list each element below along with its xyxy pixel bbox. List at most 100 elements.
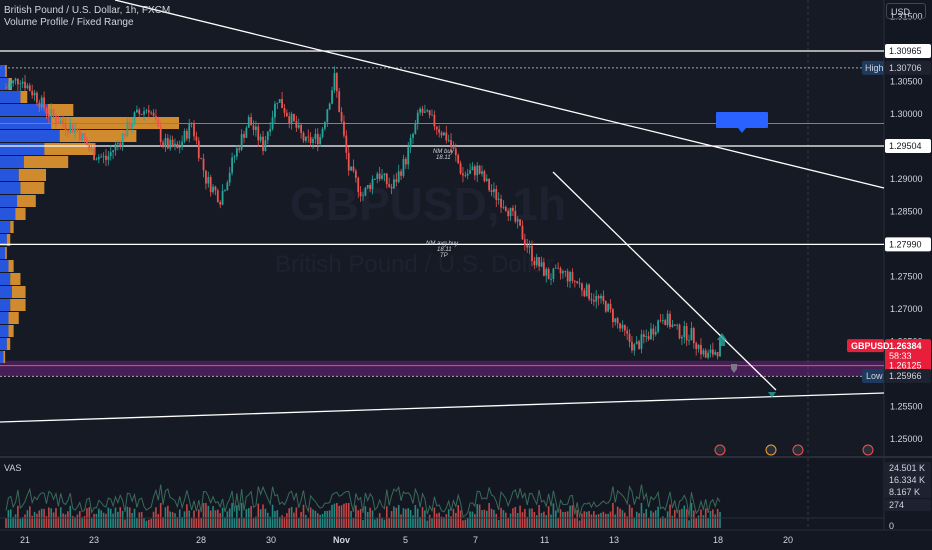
volume-bar [666,511,669,528]
watermark-symbol: GBPUSD, 1h [290,178,566,230]
time-tick-label: 11 [540,535,549,545]
volume-bar [488,503,490,528]
volume-bar [538,505,540,528]
candle-body [628,333,631,342]
volume-profile-down-bar [23,156,69,168]
volume-bar [474,514,476,528]
candle-body [250,117,253,126]
candle-body [695,343,698,350]
candle-body [633,344,636,351]
candle-body [542,262,545,276]
candle-body [152,112,155,116]
candle-body [397,171,400,182]
candle-body [423,111,426,113]
volume-profile-down-bar [8,260,14,272]
countdown-label: 58:33 [889,351,912,361]
volume-bar [569,505,571,528]
candle-body [150,112,153,114]
volume-bar [255,516,257,528]
candle-body [538,257,541,267]
volume-bar [171,512,174,528]
volume-pane-title[interactable]: VAS [4,463,22,473]
volume-bar [245,509,248,528]
volume-bar [357,510,360,528]
volume-bar [612,502,614,528]
candle-body [140,113,143,115]
volume-bar [659,517,662,528]
candle-body [488,178,491,191]
volume-bar [502,510,505,528]
volume-bar [67,511,69,528]
candle-body [573,280,576,282]
candle-body [673,324,676,326]
candle-body [659,320,662,322]
volume-bar [145,520,148,528]
candle-body [335,73,338,92]
candle-body [290,113,293,124]
volume-bar [326,510,329,528]
candle-body [714,352,717,355]
volume-bar [673,509,676,528]
candle-body [642,334,645,337]
candle-body [371,179,374,190]
volume-bar [343,503,345,528]
candle-body [466,173,469,176]
volume-bar [521,512,524,528]
volume-bar [302,504,305,528]
candle-body [202,158,205,171]
candle-body [514,210,517,222]
symbol-tag: GBPUSD [851,341,890,351]
candle-body [183,130,186,142]
volume-bar [424,510,426,528]
volume-bar [102,512,105,528]
symbol-tag-bg [847,339,884,353]
volume-bar [33,511,36,528]
volume-bar [431,517,433,528]
volume-bar [340,505,343,528]
candle-body [59,120,62,124]
candle-body [507,210,510,217]
candle-body [169,139,172,149]
candle-body [324,122,326,129]
volume-profile-down-bar [10,273,21,285]
volume-bar [457,505,459,528]
candle-body [300,124,303,133]
candle-body [381,175,383,179]
candle-body [681,336,683,339]
volume-bar [445,514,448,528]
candle-body [88,145,91,150]
candle-body [595,296,598,302]
candle-body [274,103,276,118]
volume-profile-down-bar [10,221,14,233]
candle-body [271,117,274,129]
candle-body [409,137,412,148]
volume-bar [243,518,245,528]
volume-bar [662,516,664,528]
candle-body [647,336,650,340]
candle-body [345,135,348,153]
candle-body [557,267,560,269]
volume-profile-up-bar [0,286,12,298]
volume-bar [483,509,486,528]
volume-bar [202,502,205,528]
candle-body [645,336,648,337]
candle-body [83,133,86,140]
volume-bar [150,518,152,528]
indicator-title[interactable]: Volume Profile / Fixed Range [4,17,134,28]
volume-bar [719,511,721,528]
volume-bar [535,515,538,528]
volume-bar [271,504,274,528]
volume-axis-label: 8.167 K [889,487,920,497]
candle-body [652,328,655,335]
volume-bar [507,517,509,528]
candle-body [581,283,583,291]
candle-body [697,344,700,350]
volume-bar [581,513,583,528]
candle-body [671,324,674,328]
candle-body [550,278,552,280]
symbol-title[interactable]: British Pound / U.S. Dollar, 1h, FXCM [4,5,171,16]
volume-bar [566,511,569,528]
volume-bar [562,511,564,528]
currency-button[interactable]: USD [886,3,926,19]
